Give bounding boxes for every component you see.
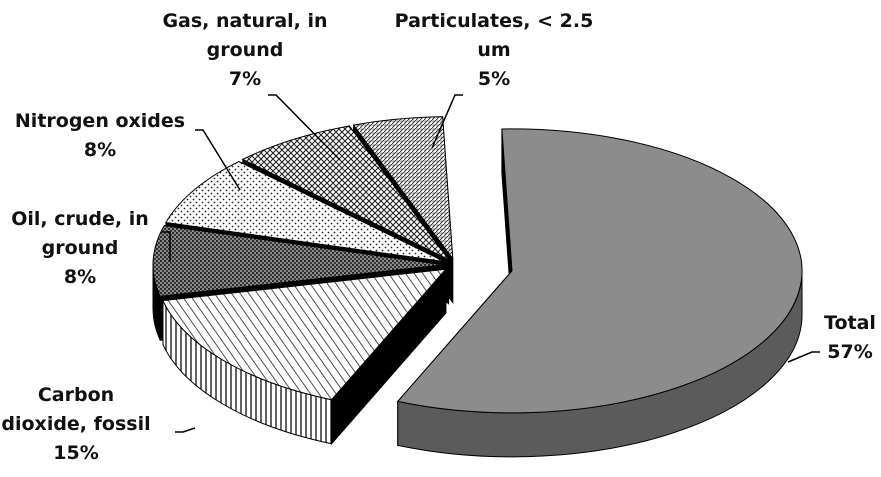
data-label-total: Total 57% — [824, 312, 876, 363]
slice-carbon-dioxide-fossil — [162, 268, 448, 401]
data-label-particulates-2-5-um: Particulates, < 2.5 um 5% — [395, 10, 594, 90]
slice-nitrogen-oxides — [165, 161, 445, 263]
leader-line-oil-crude-in-ground — [162, 231, 171, 262]
data-label-carbon-dioxide-fossil: Carbon dioxide, fossil 15% — [1, 384, 150, 464]
leader-line-particulates-2-5-um — [431, 94, 463, 149]
category-label-gas-natural-in-ground: ground — [207, 39, 284, 61]
value-label-gas-natural-in-ground: 7% — [229, 68, 261, 90]
data-label-gas-natural-in-ground: Gas, natural, in ground 7% — [162, 10, 327, 90]
slice-gas-natural-in-ground — [241, 125, 449, 260]
slice-oil-crude-in-ground — [152, 225, 444, 297]
category-label-carbon-dioxide-fossil: Carbon — [38, 384, 114, 406]
leader-line-gas-natural-in-ground — [268, 94, 341, 161]
category-label-particulates-2-5-um: um — [477, 39, 510, 61]
slice-tops — [152, 116, 803, 414]
data-label-nitrogen-oxides: Nitrogen oxides 8% — [15, 110, 185, 161]
value-label-carbon-dioxide-fossil: 15% — [53, 442, 98, 464]
data-labels: Total 57% Carbon dioxide, fossil 15% Oil, cru… — [1, 10, 876, 464]
value-label-particulates-2-5-um: 5% — [478, 68, 510, 90]
data-label-oil-crude-in-ground: Oil, crude, in ground 8% — [11, 208, 149, 288]
category-label-oil-crude-in-ground: Oil, crude, in — [11, 208, 149, 230]
leader-line-nitrogen-oxides — [195, 129, 241, 191]
category-label-carbon-dioxide-fossil: dioxide, fossil — [1, 413, 150, 435]
value-label-oil-crude-in-ground: 8% — [64, 266, 96, 288]
slice-particulates-2-5-um — [352, 116, 454, 261]
category-label-nitrogen-oxides: Nitrogen oxides — [15, 110, 185, 132]
leader-line-total — [787, 351, 820, 363]
value-label-nitrogen-oxides: 8% — [84, 139, 116, 161]
category-label-particulates-2-5-um: Particulates, < 2.5 — [395, 10, 594, 32]
category-label-gas-natural-in-ground: Gas, natural, in — [162, 10, 327, 32]
leader-lines — [162, 94, 820, 433]
slice-total — [396, 128, 803, 414]
leader-line-carbon-dioxide-fossil — [175, 427, 196, 433]
category-label-total: Total — [824, 312, 876, 334]
category-label-oil-crude-in-ground: ground — [42, 237, 119, 259]
value-label-total: 57% — [827, 341, 872, 363]
